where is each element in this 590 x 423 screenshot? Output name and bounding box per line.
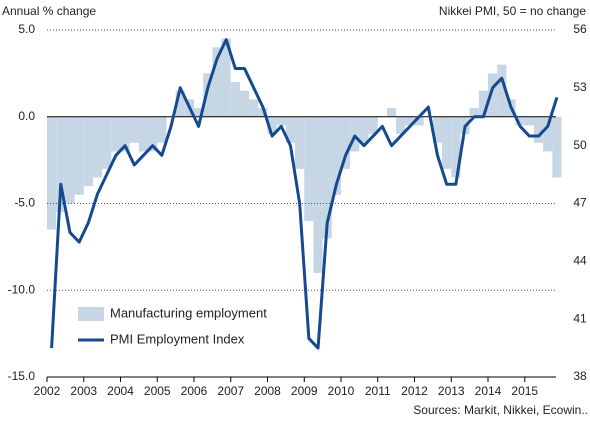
bar (442, 116, 452, 169)
bar (322, 116, 332, 239)
bar (230, 82, 240, 117)
bar (451, 116, 461, 178)
bar (92, 116, 103, 178)
bar (543, 116, 553, 152)
bar (157, 116, 167, 143)
bar (533, 116, 544, 143)
bar (175, 90, 185, 117)
bar (285, 116, 296, 143)
bar (478, 90, 489, 117)
y2-tick-label: 50 (573, 138, 587, 152)
bar (469, 108, 479, 117)
x-tick-label: 2008 (254, 384, 281, 398)
x-tick-label: 2006 (181, 384, 208, 398)
right-axis-title: Nikkei PMI, 50 = no change (439, 4, 586, 18)
bar (405, 116, 415, 126)
bar (524, 116, 534, 126)
y2-tick-label: 44 (573, 254, 587, 268)
bar (56, 116, 66, 213)
bar (368, 116, 378, 135)
x-tick-label: 2015 (511, 384, 538, 398)
bar (249, 99, 259, 117)
y2-tick-label: 38 (573, 369, 587, 383)
y-tick-label: -5.0 (14, 196, 35, 210)
bar (488, 73, 498, 117)
legend-label: Manufacturing employment (110, 305, 267, 320)
bar (331, 116, 342, 195)
y-tick-label: 5.0 (18, 22, 35, 36)
bar (313, 116, 323, 273)
x-tick-label: 2007 (217, 384, 244, 398)
bar (148, 116, 158, 152)
y2-tick-label: 41 (573, 311, 587, 325)
bar (341, 116, 351, 169)
bar (304, 116, 314, 221)
bar (120, 116, 130, 152)
x-tick-label: 2012 (401, 384, 428, 398)
source: Sources: Markit, Nikkei, Ecowin.. (413, 403, 588, 417)
bar (102, 116, 112, 169)
bar (515, 116, 525, 126)
x-tick-label: 2009 (291, 384, 318, 398)
bar (276, 116, 286, 126)
bar (138, 116, 149, 152)
bar (111, 116, 121, 152)
x-tick-label: 2011 (365, 384, 391, 398)
y2-tick-label: 53 (573, 80, 587, 94)
bar (47, 116, 57, 230)
y2-tick-label: 47 (573, 196, 587, 210)
bar (359, 116, 369, 143)
y-tick-label: -15.0 (8, 369, 36, 383)
bar (65, 116, 75, 204)
bar (83, 116, 93, 187)
line (50, 38, 559, 350)
y-tick-label: 0.0 (18, 109, 35, 123)
bar (203, 73, 213, 117)
left-axis-title: Annual % change (2, 4, 96, 18)
bar (212, 47, 222, 117)
y-tick-label: -10.0 (8, 282, 36, 296)
x-tick-label: 2002 (34, 384, 61, 398)
bar (396, 116, 406, 135)
x-tick-label: 2004 (107, 384, 134, 398)
bar (267, 116, 277, 135)
bar (258, 108, 268, 117)
bar (194, 108, 204, 117)
x-tick-label: 2010 (328, 384, 355, 398)
bar (386, 108, 397, 117)
bar (239, 90, 250, 117)
bar (295, 116, 305, 169)
x-tick-label: 2005 (144, 384, 171, 398)
x-tick-label: 2013 (438, 384, 465, 398)
bar (552, 116, 562, 178)
bar (74, 116, 84, 195)
bar (129, 116, 139, 143)
legend-swatch (78, 307, 104, 321)
x-tick-label: 2003 (70, 384, 97, 398)
y2-tick-label: 56 (573, 22, 587, 36)
bar (414, 116, 424, 126)
bar (221, 38, 231, 117)
bar (432, 116, 443, 143)
x-tick-label: 2014 (475, 384, 502, 398)
bar (497, 64, 507, 117)
legend-label: PMI Employment Index (110, 331, 245, 346)
bar (350, 116, 360, 152)
